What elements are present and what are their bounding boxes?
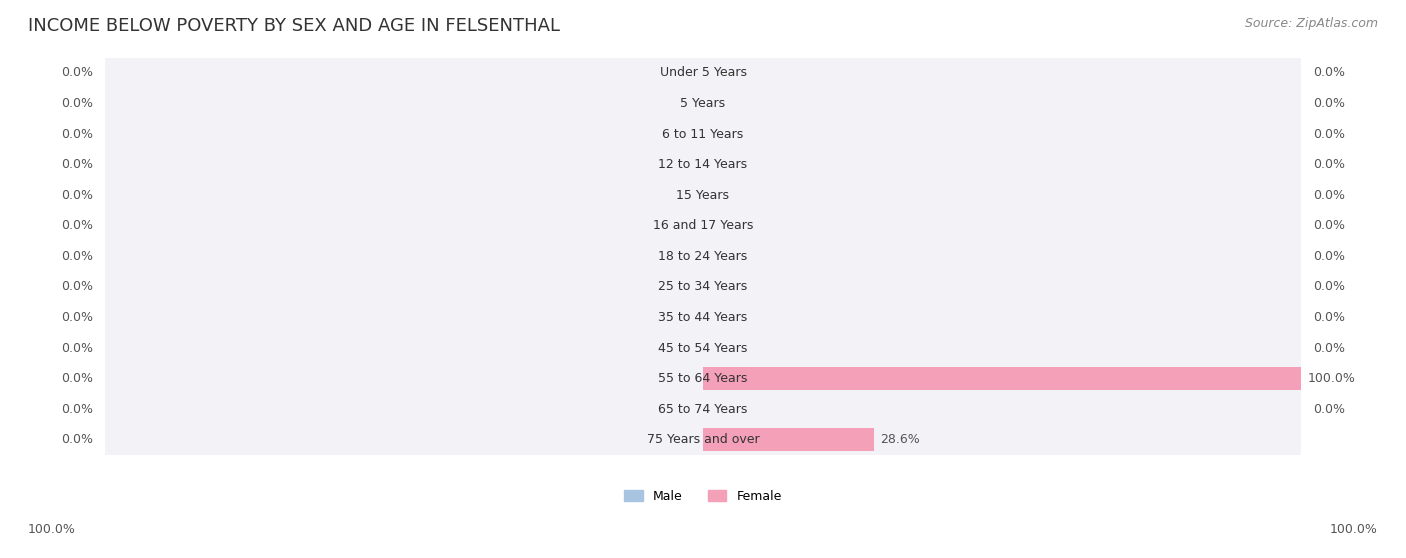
Text: 0.0%: 0.0%	[1313, 250, 1346, 263]
Text: 0.0%: 0.0%	[1313, 97, 1346, 110]
Text: Source: ZipAtlas.com: Source: ZipAtlas.com	[1244, 17, 1378, 30]
Text: 0.0%: 0.0%	[60, 281, 93, 294]
Bar	[104, 57, 1302, 88]
Text: 45 to 54 Years: 45 to 54 Years	[658, 341, 748, 354]
Text: 6 to 11 Years: 6 to 11 Years	[662, 128, 744, 141]
Bar	[104, 363, 1302, 394]
Text: 0.0%: 0.0%	[60, 66, 93, 79]
Text: 0.0%: 0.0%	[60, 189, 93, 201]
Text: Under 5 Years: Under 5 Years	[659, 66, 747, 79]
Bar	[104, 425, 1302, 455]
Bar	[104, 272, 1302, 302]
Text: 0.0%: 0.0%	[60, 97, 93, 110]
Text: 0.0%: 0.0%	[60, 372, 93, 385]
Text: 0.0%: 0.0%	[60, 128, 93, 141]
Text: 0.0%: 0.0%	[60, 250, 93, 263]
Bar	[104, 210, 1302, 241]
Text: 0.0%: 0.0%	[60, 311, 93, 324]
Text: 0.0%: 0.0%	[60, 158, 93, 171]
Text: 28.6%: 28.6%	[880, 433, 920, 446]
Bar	[104, 333, 1302, 363]
Bar	[104, 150, 1302, 180]
Text: 0.0%: 0.0%	[1313, 158, 1346, 171]
Text: 25 to 34 Years: 25 to 34 Years	[658, 281, 748, 294]
Bar	[104, 394, 1302, 425]
Text: 15 Years: 15 Years	[676, 189, 730, 201]
Bar	[104, 180, 1302, 210]
Text: 0.0%: 0.0%	[60, 341, 93, 354]
Text: 100.0%: 100.0%	[28, 523, 76, 536]
Bar	[703, 429, 875, 451]
Bar	[104, 88, 1302, 119]
Text: 0.0%: 0.0%	[60, 403, 93, 416]
Legend: Male, Female: Male, Female	[619, 485, 787, 508]
Text: 0.0%: 0.0%	[1313, 311, 1346, 324]
Text: 0.0%: 0.0%	[1313, 341, 1346, 354]
Text: 0.0%: 0.0%	[1313, 189, 1346, 201]
Text: 35 to 44 Years: 35 to 44 Years	[658, 311, 748, 324]
Text: 0.0%: 0.0%	[1313, 281, 1346, 294]
Text: 5 Years: 5 Years	[681, 97, 725, 110]
Text: 0.0%: 0.0%	[60, 433, 93, 446]
Text: 55 to 64 Years: 55 to 64 Years	[658, 372, 748, 385]
Text: INCOME BELOW POVERTY BY SEX AND AGE IN FELSENTHAL: INCOME BELOW POVERTY BY SEX AND AGE IN F…	[28, 17, 560, 35]
Text: 16 and 17 Years: 16 and 17 Years	[652, 219, 754, 232]
Text: 0.0%: 0.0%	[1313, 219, 1346, 232]
Text: 0.0%: 0.0%	[60, 219, 93, 232]
Text: 12 to 14 Years: 12 to 14 Years	[658, 158, 748, 171]
Text: 0.0%: 0.0%	[1313, 128, 1346, 141]
Text: 100.0%: 100.0%	[1308, 372, 1355, 385]
Text: 0.0%: 0.0%	[1313, 403, 1346, 416]
Bar	[104, 119, 1302, 150]
Bar	[104, 302, 1302, 333]
Bar	[703, 367, 1302, 390]
Text: 0.0%: 0.0%	[1313, 66, 1346, 79]
Text: 100.0%: 100.0%	[1330, 523, 1378, 536]
Bar	[104, 241, 1302, 272]
Text: 18 to 24 Years: 18 to 24 Years	[658, 250, 748, 263]
Text: 65 to 74 Years: 65 to 74 Years	[658, 403, 748, 416]
Text: 75 Years and over: 75 Years and over	[647, 433, 759, 446]
